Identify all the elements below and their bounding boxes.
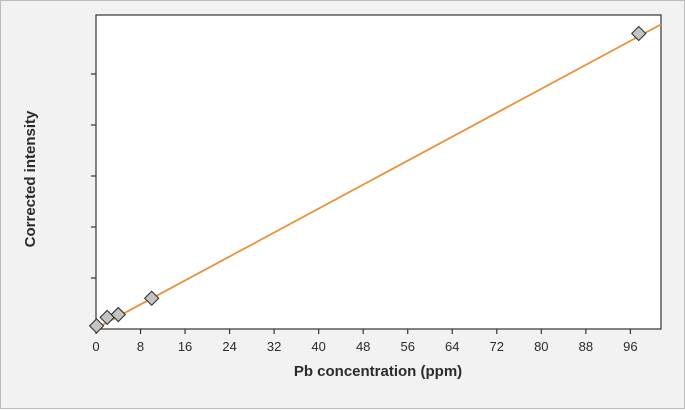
x-axis-title: Pb concentration (ppm): [294, 363, 462, 380]
data-point-diamond: [143, 290, 160, 307]
x-tick-label: 96: [623, 339, 637, 354]
x-tick-label: 64: [445, 339, 459, 354]
x-tick-label: 88: [579, 339, 593, 354]
x-tick-label: 40: [311, 339, 325, 354]
data-point-diamond: [630, 25, 647, 42]
x-tick-label: 80: [534, 339, 548, 354]
data-point-diamond: [88, 318, 105, 334]
data-point-diamond: [110, 306, 127, 323]
y-axis-title: Corrected intensity: [22, 110, 39, 247]
x-tick-label: 8: [137, 339, 144, 354]
fit-line-group: [95, 23, 662, 330]
fit-line: [95, 23, 662, 330]
x-axis-ticks: 0 8 16 24 32 40 48 56 64 72 80 88 96: [92, 329, 638, 354]
x-tick-label: 56: [400, 339, 414, 354]
x-tick-label: 32: [267, 339, 281, 354]
x-tick-label: 48: [356, 339, 370, 354]
plot-area: [95, 14, 662, 330]
x-tick-label: 0: [92, 339, 99, 354]
x-tick-label: 24: [222, 339, 236, 354]
x-tick-label: 72: [490, 339, 504, 354]
data-points: [88, 25, 647, 334]
y-axis-ticks: [91, 73, 96, 279]
x-tick-label: 16: [178, 339, 192, 354]
